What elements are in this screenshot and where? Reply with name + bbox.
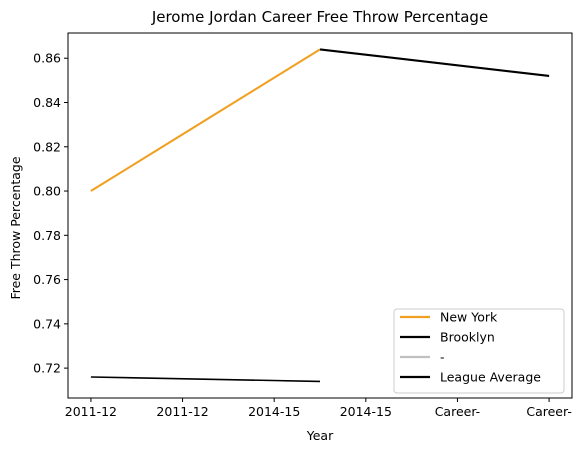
x-axis-label: Year bbox=[306, 428, 334, 443]
legend: New York Brooklyn - League Average bbox=[394, 309, 564, 393]
y-tick-label: 0.72 bbox=[33, 361, 61, 376]
y-tick-label: 0.74 bbox=[33, 316, 61, 331]
y-tick-label: 0.84 bbox=[33, 95, 61, 110]
series-line-1 bbox=[320, 49, 549, 76]
y-axis-label: Free Throw Percentage bbox=[8, 156, 23, 299]
y-tick-label: 0.82 bbox=[33, 139, 61, 154]
y-tick-label: 0.80 bbox=[33, 184, 61, 199]
x-tick-label: 2014-15 bbox=[248, 404, 300, 419]
legend-label: Brooklyn bbox=[440, 330, 495, 345]
x-tick-label: 2011-12 bbox=[65, 404, 117, 419]
series-line-0 bbox=[91, 49, 320, 191]
y-tick-label: 0.78 bbox=[33, 228, 61, 243]
x-tick-label: 2014-15 bbox=[340, 404, 392, 419]
legend-label: - bbox=[440, 350, 445, 365]
x-tick-label: 2011-12 bbox=[156, 404, 208, 419]
chart-title: Jerome Jordan Career Free Throw Percenta… bbox=[151, 8, 488, 26]
x-tick-label: Career- bbox=[435, 404, 480, 419]
legend-label: League Average bbox=[440, 370, 541, 385]
legend-label: New York bbox=[440, 310, 498, 325]
y-tick-label: 0.76 bbox=[33, 272, 61, 287]
y-tick-label: 0.86 bbox=[33, 51, 61, 66]
series-line-3 bbox=[91, 377, 320, 381]
x-tick-label: Career- bbox=[526, 404, 571, 419]
